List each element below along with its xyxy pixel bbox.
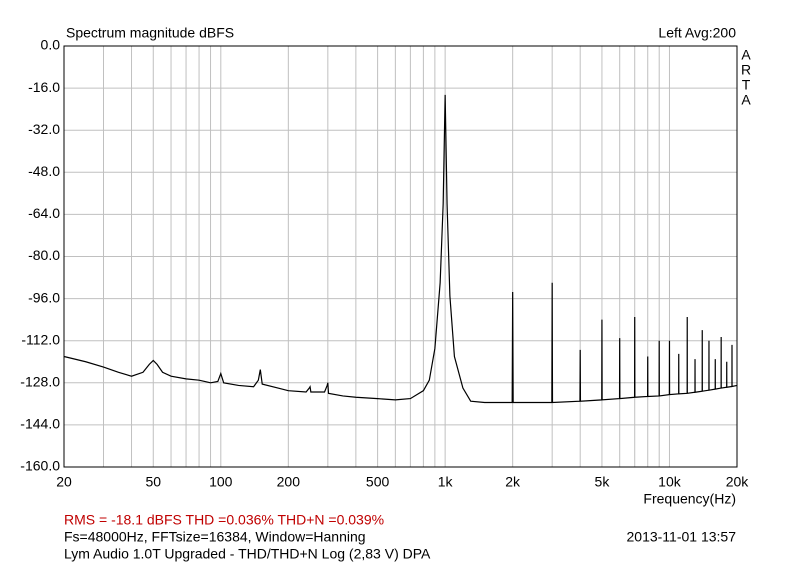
x-axis-label: Frequency(Hz) bbox=[643, 491, 736, 507]
y-tick-label: -128.0 bbox=[20, 374, 60, 390]
x-tick-label: 200 bbox=[277, 474, 301, 490]
x-tick-label: 10k bbox=[658, 474, 682, 490]
spectrum-line bbox=[63, 94, 738, 404]
brand-letter: T bbox=[742, 77, 751, 93]
y-tick-label: -48.0 bbox=[28, 163, 60, 179]
x-tick-label: 50 bbox=[145, 474, 161, 490]
settings: Fs=48000Hz, FFTsize=16384, Window=Hannin… bbox=[64, 529, 366, 545]
x-tick-label: 2k bbox=[505, 474, 521, 490]
y-tick-label: -16.0 bbox=[28, 79, 60, 95]
y-tick-label: -64.0 bbox=[28, 205, 60, 221]
y-tick-label: -80.0 bbox=[28, 247, 60, 263]
y-tick-label: -112.0 bbox=[21, 331, 60, 347]
y-tick-label: -160.0 bbox=[20, 458, 60, 474]
brand-letter: R bbox=[741, 62, 751, 78]
x-tick-label: 20k bbox=[726, 474, 750, 490]
measurement: RMS = -18.1 dBFS THD =0.036% THD+N =0.03… bbox=[64, 512, 384, 528]
device: Lym Audio 1.0T Upgraded - THD/THD+N Log … bbox=[64, 546, 431, 562]
y-tick-label: 0.0 bbox=[41, 37, 61, 53]
brand-letter: A bbox=[741, 92, 751, 108]
y-tick-label: -96.0 bbox=[28, 289, 60, 305]
x-tick-label: 100 bbox=[209, 474, 233, 490]
y-tick-label: -144.0 bbox=[20, 416, 60, 432]
chart-title: Spectrum magnitude dBFS bbox=[66, 25, 234, 41]
x-tick-label: 500 bbox=[366, 474, 390, 490]
channel-label: Left Avg:200 bbox=[658, 25, 736, 41]
timestamp: 2013-11-01 13:57 bbox=[627, 529, 737, 545]
brand-letter: A bbox=[741, 47, 751, 63]
plot-frame bbox=[63, 45, 738, 468]
x-tick-label: 5k bbox=[595, 474, 611, 490]
y-tick-label: -32.0 bbox=[28, 121, 60, 137]
x-tick-label: 1k bbox=[438, 474, 454, 490]
x-tick-label: 20 bbox=[56, 474, 72, 490]
